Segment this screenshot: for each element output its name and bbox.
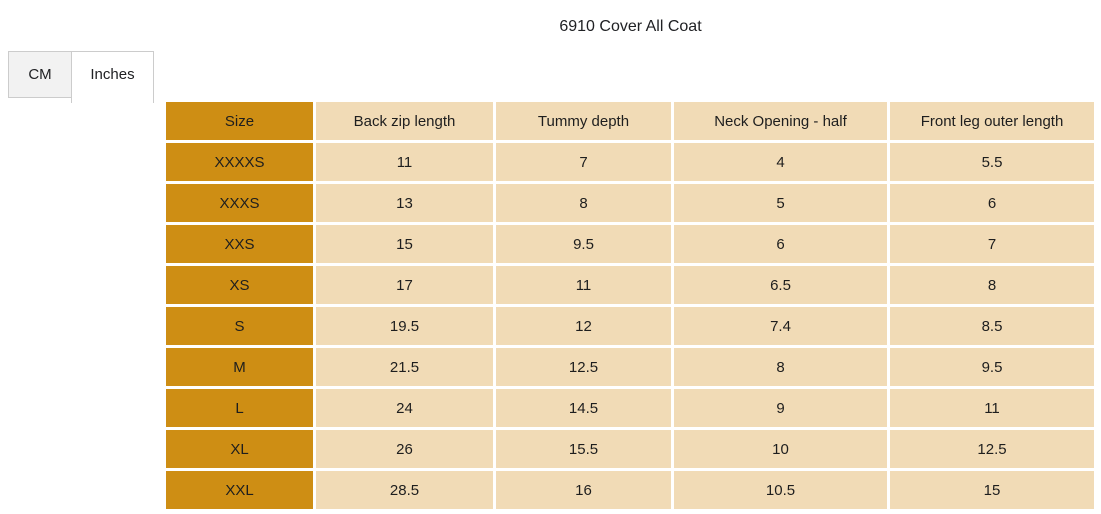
table-cell: 11 bbox=[496, 266, 671, 304]
size-label: XXXXS bbox=[166, 143, 313, 181]
table-cell: 8 bbox=[496, 184, 671, 222]
table-row: XXL 28.5 16 10.5 15 bbox=[166, 471, 1094, 509]
table-cell: 21.5 bbox=[316, 348, 493, 386]
table-cell: 15 bbox=[890, 471, 1094, 509]
table-row: XL 26 15.5 10 12.5 bbox=[166, 430, 1094, 468]
table-cell: 8.5 bbox=[890, 307, 1094, 345]
size-table-body: XXXXS 11 7 4 5.5 XXXS 13 8 5 6 XXS 15 9.5 6 7 XS 17 11 6.5… bbox=[166, 143, 1094, 509]
table-cell: 6.5 bbox=[674, 266, 887, 304]
size-label: XL bbox=[166, 430, 313, 468]
size-label: L bbox=[166, 389, 313, 427]
table-cell: 7 bbox=[890, 225, 1094, 263]
table-cell: 26 bbox=[316, 430, 493, 468]
table-cell: 24 bbox=[316, 389, 493, 427]
table-row: XXXXS 11 7 4 5.5 bbox=[166, 143, 1094, 181]
table-cell: 12.5 bbox=[890, 430, 1094, 468]
unit-tabs: CM Inches bbox=[8, 51, 154, 103]
table-cell: 12 bbox=[496, 307, 671, 345]
page-title: 6910 Cover All Coat bbox=[559, 18, 702, 35]
table-cell: 7 bbox=[496, 143, 671, 181]
column-header: Tummy depth bbox=[496, 102, 671, 140]
size-label: XS bbox=[166, 266, 313, 304]
table-cell: 11 bbox=[316, 143, 493, 181]
table-cell: 4 bbox=[674, 143, 887, 181]
table-cell: 19.5 bbox=[316, 307, 493, 345]
table-cell: 14.5 bbox=[496, 389, 671, 427]
table-cell: 7.4 bbox=[674, 307, 887, 345]
size-table-head: Size Back zip length Tummy depth Neck Openi… bbox=[166, 102, 1094, 140]
table-cell: 10.5 bbox=[674, 471, 887, 509]
table-row: XXXS 13 8 5 6 bbox=[166, 184, 1094, 222]
table-cell: 17 bbox=[316, 266, 493, 304]
table-cell: 15.5 bbox=[496, 430, 671, 468]
column-header: Size bbox=[166, 102, 313, 140]
table-cell: 6 bbox=[890, 184, 1094, 222]
table-cell: 16 bbox=[496, 471, 671, 509]
table-cell: 5 bbox=[674, 184, 887, 222]
table-cell: 12.5 bbox=[496, 348, 671, 386]
size-table: Size Back zip length Tummy depth Neck Openi… bbox=[163, 99, 1097, 512]
table-row: S 19.5 12 7.4 8.5 bbox=[166, 307, 1094, 345]
table-row: L 24 14.5 9 11 bbox=[166, 389, 1094, 427]
size-label: S bbox=[166, 307, 313, 345]
tab-inches[interactable]: Inches bbox=[71, 51, 154, 103]
table-cell: 13 bbox=[316, 184, 493, 222]
table-cell: 8 bbox=[674, 348, 887, 386]
table-cell: 9.5 bbox=[890, 348, 1094, 386]
header-row: Size Back zip length Tummy depth Neck Openi… bbox=[166, 102, 1094, 140]
tab-cm[interactable]: CM bbox=[8, 51, 72, 98]
size-label: XXXS bbox=[166, 184, 313, 222]
table-cell: 11 bbox=[890, 389, 1094, 427]
table-row: XXS 15 9.5 6 7 bbox=[166, 225, 1094, 263]
table-cell: 10 bbox=[674, 430, 887, 468]
table-cell: 9.5 bbox=[496, 225, 671, 263]
table-cell: 15 bbox=[316, 225, 493, 263]
table-cell: 28.5 bbox=[316, 471, 493, 509]
size-label: XXS bbox=[166, 225, 313, 263]
size-label: M bbox=[166, 348, 313, 386]
table-cell: 5.5 bbox=[890, 143, 1094, 181]
table-cell: 9 bbox=[674, 389, 887, 427]
column-header: Neck Opening - half bbox=[674, 102, 887, 140]
table-row: XS 17 11 6.5 8 bbox=[166, 266, 1094, 304]
table-row: M 21.5 12.5 8 9.5 bbox=[166, 348, 1094, 386]
column-header: Back zip length bbox=[316, 102, 493, 140]
table-cell: 6 bbox=[674, 225, 887, 263]
column-header: Front leg outer length bbox=[890, 102, 1094, 140]
table-cell: 8 bbox=[890, 266, 1094, 304]
size-label: XXL bbox=[166, 471, 313, 509]
